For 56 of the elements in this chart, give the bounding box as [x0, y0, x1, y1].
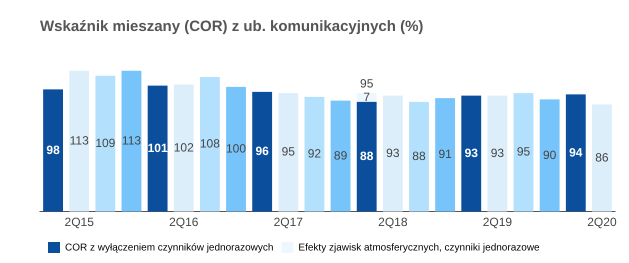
bar: [174, 84, 194, 212]
data-label: 96: [255, 144, 270, 158]
bar: [540, 99, 560, 212]
bar: [382, 96, 403, 212]
data-label: 7: [363, 90, 370, 104]
bar: [435, 98, 456, 212]
data-label: 101: [148, 140, 168, 155]
data-label: 91: [438, 147, 452, 162]
data-label: 113: [122, 133, 142, 148]
legend-label: COR z wyłączeniem czynników jednorazowych: [65, 242, 274, 254]
bar: [356, 93, 377, 102]
data-label: 109: [95, 136, 116, 150]
bar: [278, 93, 298, 212]
data-label: 93: [490, 146, 504, 160]
bar: [252, 92, 272, 212]
data-label: 89: [334, 148, 348, 162]
data-label: 102: [174, 140, 194, 154]
x-tick-label: 2Q20: [587, 215, 617, 230]
data-label: 108: [200, 136, 220, 151]
bar: [409, 102, 429, 212]
total-label: 95: [360, 76, 374, 90]
bar: [514, 93, 534, 212]
bar: [304, 96, 324, 212]
data-label: 98: [46, 142, 60, 157]
bar: [226, 86, 246, 212]
legend-label: Efekty zjawisk atmosferycznych, czynniki jednorazowe: [298, 242, 540, 254]
bar: [356, 102, 377, 212]
bar: [122, 70, 142, 212]
bar: [461, 96, 482, 212]
bar: [592, 104, 612, 212]
x-tick-label: 2Q16: [169, 215, 199, 230]
data-label: 88: [360, 149, 374, 164]
x-tick-label: 2Q17: [274, 215, 304, 230]
data-label: 113: [70, 133, 90, 148]
data-label: 86: [595, 150, 609, 164]
bar: [43, 89, 63, 212]
data-label: 93: [386, 146, 400, 160]
bar: [148, 86, 168, 212]
data-label: 94: [569, 145, 583, 160]
bar: [95, 76, 116, 212]
data-label: 88: [412, 149, 426, 164]
bar: [69, 70, 90, 212]
bar: [200, 76, 220, 212]
data-label: 95: [516, 144, 531, 159]
data-label: 100: [226, 142, 246, 156]
data-label: 95: [282, 144, 296, 159]
chart-title: Wskaźnik mieszany (COR) z ub. komunikacyjnych (%): [40, 18, 424, 36]
data-label: 93: [464, 146, 478, 160]
data-label: 90: [542, 148, 557, 162]
data-label: 92: [308, 146, 322, 161]
bar: [566, 94, 586, 212]
x-tick-label: 2Q15: [64, 215, 94, 230]
x-tick-label: 2Q19: [482, 215, 512, 230]
bar: [487, 96, 508, 212]
x-tick-label: 2Q18: [378, 215, 408, 230]
bar: [330, 100, 350, 212]
